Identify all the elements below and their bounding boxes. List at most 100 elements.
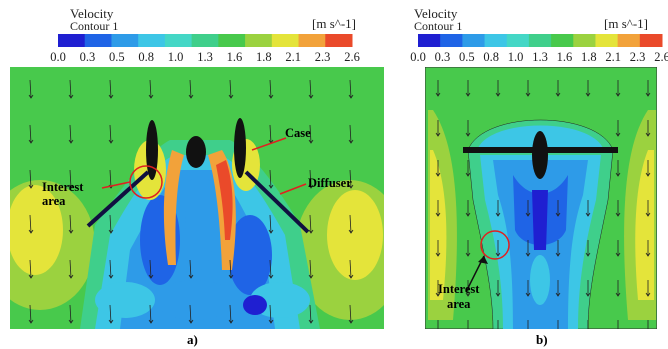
caption-b: b) <box>536 332 548 347</box>
legend-subtitle-b: Contour 1 <box>414 19 463 33</box>
legend-subtitle: Contour 1 <box>70 19 119 33</box>
velocity-arrow <box>615 120 621 137</box>
colorbar-segment <box>191 34 219 47</box>
colorbar-segment <box>639 34 663 47</box>
velocity-arrow <box>148 259 154 279</box>
velocity-arrow <box>348 79 354 99</box>
velocity-arrow <box>308 214 314 234</box>
velocity-arrow <box>308 124 314 144</box>
velocity-arrow <box>645 240 651 257</box>
velocity-arrow <box>435 160 441 177</box>
colorbar-tick-label: 0.5 <box>108 50 125 64</box>
velocity-arrow <box>68 79 74 99</box>
panel-b: Velocity Contour 1 [m s^-1] <box>408 0 668 349</box>
colorbar-segment <box>245 34 273 47</box>
velocity-arrow <box>348 124 354 144</box>
colorbar-tick-label: 1.6 <box>226 50 243 64</box>
velocity-arrow <box>68 169 74 189</box>
colorbar-segment <box>440 34 463 47</box>
colorbar <box>418 34 663 47</box>
velocity-arrow <box>615 280 621 297</box>
velocity-arrow <box>228 79 234 99</box>
velocity-arrow <box>228 304 234 324</box>
colorbar-tick-label: 1.3 <box>197 50 213 64</box>
velocity-arrow <box>108 79 114 99</box>
legend-unit: [m s^-1] <box>312 16 357 31</box>
colorbar-segment <box>551 34 574 47</box>
colorbar <box>58 34 353 47</box>
velocity-arrow <box>148 79 154 99</box>
velocity-arrow <box>268 304 274 324</box>
velocity-arrow <box>555 240 561 257</box>
velocity-arrow <box>188 259 194 279</box>
colorbar-segment <box>325 34 353 47</box>
velocity-arrow <box>645 160 651 177</box>
velocity-arrow <box>647 320 649 329</box>
velocity-arrow <box>68 259 74 279</box>
velocity-arrow <box>28 124 34 144</box>
velocity-arrow <box>348 304 354 324</box>
velocity-arrow <box>28 214 34 234</box>
velocity-arrow <box>28 304 34 324</box>
velocity-arrow <box>348 259 354 279</box>
velocity-arrow <box>645 120 651 137</box>
colorbar-segment <box>84 34 112 47</box>
velocity-arrow <box>228 259 234 279</box>
velocity-arrow <box>525 280 531 297</box>
velocity-arrow <box>348 169 354 189</box>
colorbar-segment <box>218 34 246 47</box>
velocity-arrow <box>68 124 74 144</box>
velocity-arrow <box>268 79 274 99</box>
velocity-arrow <box>585 240 591 257</box>
panel-a: Velocity Contour 1 [m s^-1] <box>0 6 384 347</box>
legend-title: Velocity <box>70 6 114 21</box>
velocity-arrow <box>465 80 471 97</box>
legend-ticks-a: 0.0 0.3 0.5 0.8 1.0 1.3 1.6 1.8 2.1 2.3 2.6 <box>0 50 384 64</box>
velocity-arrow <box>525 240 531 257</box>
velocity-arrow <box>645 280 651 297</box>
colorbar-segment <box>111 34 139 47</box>
velocity-arrow <box>555 200 561 217</box>
contour-a <box>10 67 384 329</box>
interest-label-b: Interest area <box>438 282 480 311</box>
velocity-arrow <box>435 240 441 257</box>
velocity-arrow <box>465 200 471 217</box>
colorbar-tick-label: 2.3 <box>629 50 646 64</box>
velocity-arrow <box>555 280 561 297</box>
colorbar-segment <box>528 34 552 47</box>
legend-title-b: Velocity <box>414 6 458 21</box>
colorbar-segment <box>58 34 86 47</box>
velocity-arrow <box>268 169 274 189</box>
colorbar-tick-label: 2.6 <box>344 50 360 64</box>
colorbar-tick-label: 1.0 <box>507 50 524 64</box>
caption-a: a) <box>187 332 198 347</box>
colorbar-tick-label: 2.1 <box>285 50 301 64</box>
velocity-arrow <box>615 160 621 177</box>
colorbar-tick-label: 0.8 <box>483 50 499 64</box>
colorbar-tick-label: 2.1 <box>605 50 621 64</box>
velocity-arrow <box>435 280 441 297</box>
velocity-arrow <box>645 200 651 217</box>
velocity-arrow <box>28 79 34 99</box>
velocity-arrow <box>497 320 499 329</box>
colorbar-tick-label: 0.8 <box>138 50 154 64</box>
colorbar-tick-label: 0.0 <box>50 50 66 64</box>
interest-circle-b <box>480 230 510 260</box>
case-arrow <box>251 137 287 151</box>
velocity-arrow <box>617 320 619 329</box>
colorbar-tick-label: 2.3 <box>314 50 331 64</box>
velocity-arrow <box>68 214 74 234</box>
velocity-arrow <box>108 214 114 234</box>
contour-a-figure <box>10 34 384 329</box>
velocity-arrow <box>437 320 439 329</box>
colorbar-segment <box>298 34 326 47</box>
legend-unit-b: [m s^-1] <box>604 16 649 31</box>
colorbar-tick-label: 1.6 <box>556 50 573 64</box>
colorbar-tick-label: 1.8 <box>255 50 272 64</box>
velocity-arrow <box>28 169 34 189</box>
velocity-arrow <box>268 214 274 234</box>
velocity-arrow <box>188 304 194 324</box>
case-label: Case <box>285 126 311 140</box>
velocity-arrow <box>615 200 621 217</box>
diffuser-arrow <box>279 183 307 195</box>
